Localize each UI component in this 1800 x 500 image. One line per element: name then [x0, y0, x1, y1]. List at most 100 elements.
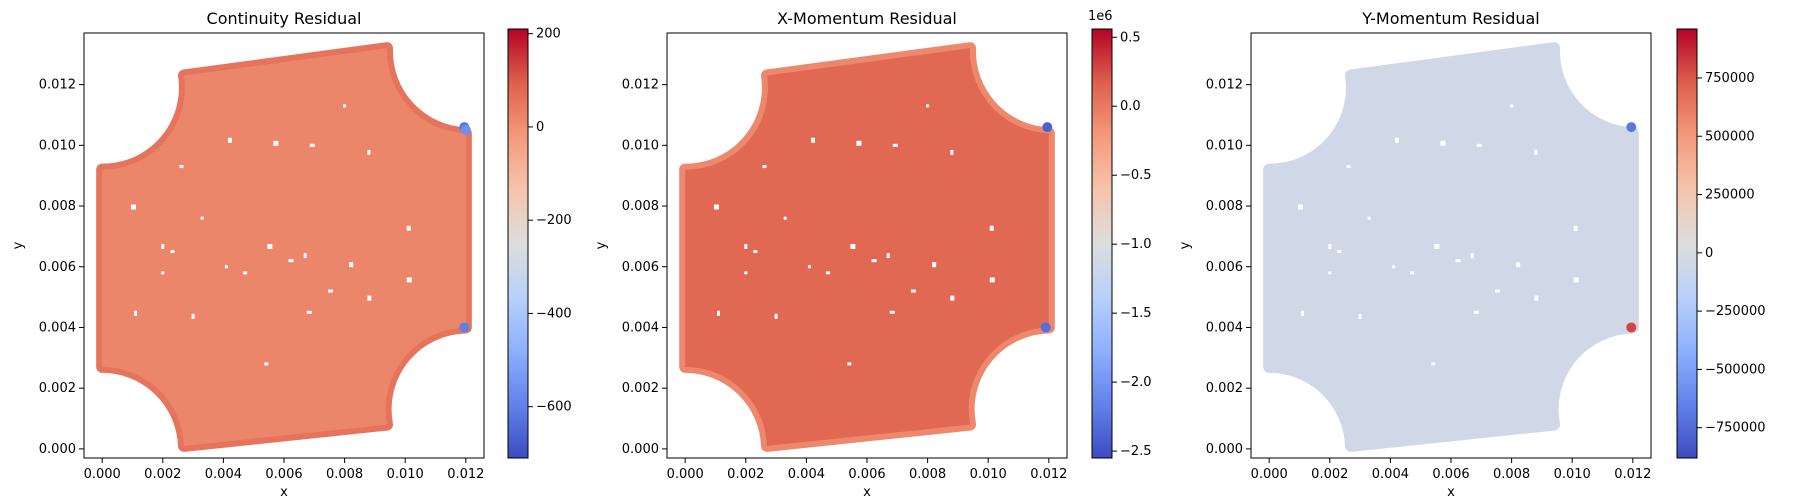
mesh-gap [783, 216, 787, 220]
y-tick-label: 0.004 [622, 320, 659, 335]
mesh-gap [367, 295, 372, 301]
mesh-gap [774, 313, 778, 319]
y-tick-label: 0.006 [622, 260, 659, 275]
mesh-gap [1534, 149, 1538, 155]
y-tick-label: 0.006 [39, 260, 76, 275]
mesh-gap [273, 140, 279, 146]
mesh-gap [1476, 143, 1482, 147]
colorbar-tick-label: −500000 [1705, 362, 1766, 377]
mesh-gap [810, 137, 815, 143]
mesh-gap [744, 271, 748, 275]
y-tick-label: 0.002 [39, 381, 76, 396]
y-tick-label: 0.000 [1206, 442, 1243, 457]
mesh-gap [926, 104, 930, 108]
mesh-gap [1573, 277, 1579, 283]
mesh-gap [309, 143, 315, 147]
mesh-gap [1434, 244, 1440, 249]
y-axis-label: y [1178, 241, 1193, 249]
chart-title: Continuity Residual [207, 9, 362, 28]
mesh-gap [932, 262, 937, 268]
mesh-gap [1328, 244, 1332, 249]
x-tick-label: 0.006 [848, 467, 885, 482]
x-tick-label: 0.004 [205, 467, 242, 482]
residual-hotspot [1626, 122, 1637, 133]
mesh-gap [1301, 310, 1305, 316]
colorbar-tick-label: 500000 [1705, 129, 1755, 144]
y-axis-label: y [11, 241, 26, 249]
mesh-gap [306, 310, 312, 314]
y-tick-label: 0.004 [1206, 320, 1243, 335]
x-axis-label: x [863, 485, 871, 500]
mesh-gap [1410, 271, 1415, 275]
x-tick-label: 0.012 [1030, 467, 1067, 482]
mesh-gap [343, 104, 347, 108]
residual-hotspot [460, 125, 471, 136]
mesh-gap [910, 289, 916, 293]
x-tick-label: 0.002 [144, 467, 181, 482]
mesh-gap [1297, 204, 1303, 210]
mesh-gap [1337, 250, 1342, 254]
panel-3: 0.000 0.002 0.004 0.006 0.008 0.010 0.012 0.000… [1178, 9, 1766, 500]
mesh-gap [130, 204, 136, 210]
residual-hotspot [1042, 122, 1053, 133]
mesh-gap [224, 265, 228, 269]
x-tick-label: 0.010 [970, 467, 1007, 482]
mesh-gap [161, 244, 165, 249]
residual-field [1269, 48, 1633, 446]
colorbar-tick-label: 200 [536, 27, 561, 42]
mesh-gap [1394, 137, 1399, 143]
mesh-gap [1431, 362, 1436, 366]
colorbar-tick-label: −600 [536, 400, 572, 415]
colorbar-tick-label: 750000 [1705, 71, 1755, 86]
chart-title: X-Momentum Residual [777, 9, 957, 28]
x-tick-label: 0.012 [1614, 467, 1651, 482]
mesh-gap [1391, 265, 1395, 269]
mesh-gap [1328, 271, 1332, 275]
mesh-gap [889, 310, 895, 314]
x-tick-label: 0.002 [1311, 467, 1348, 482]
mesh-gap [243, 271, 248, 275]
x-tick-label: 0.004 [1372, 467, 1409, 482]
y-axis-label: y [594, 241, 609, 249]
mesh-gap [1455, 259, 1461, 263]
y-tick-label: 0.010 [1206, 138, 1243, 153]
mesh-gap [1510, 104, 1514, 108]
colorbar-tick-label: 0 [536, 120, 544, 135]
x-tick-label: 0.000 [84, 467, 121, 482]
colorbar-tick-label: −2.5 [1120, 444, 1152, 459]
x-tick-label: 0.010 [1554, 467, 1591, 482]
colorbar-tick-label: −1.5 [1120, 306, 1152, 321]
residual-hotspot [1626, 322, 1637, 333]
mesh-gap [1367, 216, 1371, 220]
mesh-gap [406, 225, 411, 231]
colorbar-tick-label: −0.5 [1120, 168, 1152, 183]
mesh-gap [1494, 289, 1500, 293]
mesh-gap [826, 271, 831, 275]
mesh-gap [1346, 165, 1351, 169]
mesh-gap [713, 204, 719, 210]
mesh-gap [1573, 225, 1578, 231]
colorbar-tick-label: 0 [1705, 246, 1713, 261]
mesh-gap [200, 216, 204, 220]
mesh-gap [303, 253, 307, 259]
mesh-gap [886, 253, 890, 259]
panel-2: 0.000 0.002 0.004 0.006 0.008 0.010 0.012 0.000… [594, 9, 1152, 500]
mesh-gap [267, 244, 273, 249]
mesh-gap [406, 277, 412, 283]
mesh-gap [349, 262, 354, 268]
x-axis-label: x [280, 485, 288, 500]
colorbar-tick-label: 250000 [1705, 188, 1755, 203]
colorbar [507, 28, 529, 459]
mesh-gap [762, 165, 767, 169]
mesh-gap [288, 259, 294, 263]
mesh-gap [717, 310, 721, 316]
colorbar-tick-label: −250000 [1705, 304, 1766, 319]
mesh-gap [1440, 140, 1446, 146]
x-tick-label: 0.010 [387, 467, 424, 482]
mesh-gap [1470, 253, 1474, 259]
mesh-gap [327, 289, 333, 293]
x-tick-label: 0.006 [265, 467, 302, 482]
residual-hotspot [459, 322, 470, 333]
mesh-gap [989, 225, 994, 231]
